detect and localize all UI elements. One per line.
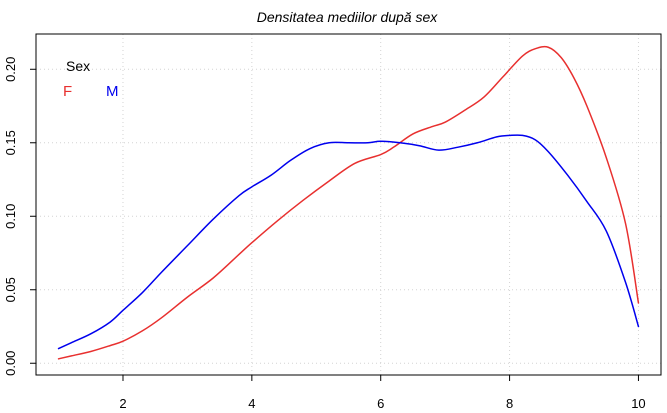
axes-layer: 2 4 6 8 10 0.00 0.05 0.10 0.15 0.20 <box>3 57 646 411</box>
plot-frame <box>35 33 662 376</box>
x-tick-label: 6 <box>377 396 384 411</box>
series-line-m <box>57 134 640 350</box>
legend-entry-m: M <box>106 83 119 100</box>
x-tick-label: 10 <box>631 396 645 411</box>
y-tick-label: 0.05 <box>3 277 18 302</box>
chart-title: Densitatea mediilor după sex <box>257 9 439 25</box>
series-layer <box>57 45 640 360</box>
x-tick-label: 4 <box>248 396 255 411</box>
grid-layer <box>36 34 661 375</box>
y-tick-label: 0.20 <box>3 57 18 82</box>
y-tick-label: 0.10 <box>3 204 18 229</box>
x-tick-label: 8 <box>506 396 513 411</box>
y-tick-label: 0.15 <box>3 130 18 155</box>
legend: Sex F M <box>63 58 119 100</box>
legend-entry-f: F <box>63 83 72 100</box>
series-line-f <box>57 45 640 360</box>
y-tick-label: 0.00 <box>3 351 18 376</box>
legend-title: Sex <box>66 58 90 74</box>
x-tick-label: 2 <box>119 396 126 411</box>
